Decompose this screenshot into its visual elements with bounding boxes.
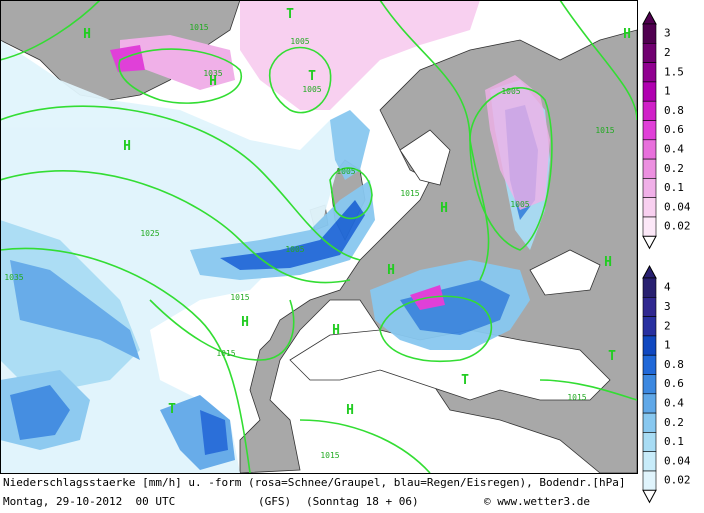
pressure-center-label: T bbox=[608, 349, 616, 364]
colorbar-label: 0.4 bbox=[664, 142, 684, 155]
colorbar-segment bbox=[642, 120, 657, 141]
colorbar-segment bbox=[642, 451, 657, 472]
colorbar-arrow-top bbox=[642, 264, 657, 279]
isobar-label: 1015 bbox=[189, 23, 208, 32]
colorbar-segment bbox=[642, 81, 657, 102]
colorbar-label: 0.02 bbox=[664, 220, 691, 233]
isobar-label: 1005 bbox=[302, 85, 321, 94]
colorbar-label: 0.6 bbox=[664, 377, 684, 390]
isobar-label: 1005 bbox=[285, 245, 304, 254]
colorbar-label: 0.8 bbox=[664, 358, 684, 371]
isobar-label: 1015 bbox=[230, 293, 249, 302]
footer-model: (GFS) bbox=[258, 495, 291, 508]
pressure-center-label: T bbox=[461, 373, 469, 388]
colorbar-segment bbox=[642, 374, 657, 395]
colorbar-arrow-bottom bbox=[642, 489, 657, 504]
pressure-center-label: T bbox=[168, 402, 176, 417]
colorbar-label: 0.8 bbox=[664, 104, 684, 117]
colorbar-label: 0.2 bbox=[664, 162, 684, 175]
isobar-label: 1015 bbox=[567, 393, 586, 402]
colorbar-label: 1 bbox=[664, 339, 671, 352]
isobar-label: 1005 bbox=[290, 37, 309, 46]
colorbar-segment bbox=[642, 158, 657, 179]
colorbar-label: 3 bbox=[664, 27, 671, 40]
colorbar-label: 0.4 bbox=[664, 396, 684, 409]
pressure-center-label: H bbox=[604, 255, 612, 270]
pressure-center-label: H bbox=[83, 27, 91, 42]
footer-credit: © www.wetter3.de bbox=[484, 495, 590, 508]
map-area: H H H H H H H H H H T T T T T 1015 1035 1025 1005 1005 1015 1… bbox=[0, 0, 637, 473]
pressure-center-label: H bbox=[623, 27, 631, 42]
pressure-center-label: H bbox=[387, 263, 395, 278]
colorbar-label: 0.04 bbox=[664, 454, 691, 467]
pressure-center-label: H bbox=[241, 315, 249, 330]
colorbar-segment bbox=[642, 393, 657, 414]
snow-area bbox=[110, 0, 550, 310]
colorbar-segment bbox=[642, 354, 657, 375]
isobar-label: 1015 bbox=[400, 189, 419, 198]
footer-description: Niederschlagsstaerke [mm/h] u. -form (ro… bbox=[3, 476, 626, 489]
colorbar-segment bbox=[642, 62, 657, 83]
colorbar-label: 0.1 bbox=[664, 435, 684, 448]
pressure-center-label: H bbox=[346, 403, 354, 418]
isobar-label: 1035 bbox=[203, 69, 222, 78]
colorbar-segment bbox=[642, 100, 657, 121]
colorbar-segment bbox=[642, 412, 657, 433]
colorbar-label: 2 bbox=[664, 46, 671, 59]
seas bbox=[289, 129, 611, 401]
colorbar-segment bbox=[642, 23, 657, 44]
colorbar-label: 2 bbox=[664, 319, 671, 332]
isobar-label: 1035 bbox=[4, 273, 23, 282]
colorbar-arrow-bottom bbox=[642, 235, 657, 250]
footer-date: Montag, 29-10-2012 00 UTC bbox=[3, 495, 175, 508]
isobar-label: 1005 bbox=[336, 167, 355, 176]
isobar-label: 1015 bbox=[595, 126, 614, 135]
colorbar-arrow-top bbox=[642, 10, 657, 25]
colorbar-label: 0.1 bbox=[664, 181, 684, 194]
pressure-center-label: T bbox=[308, 69, 316, 84]
isobars bbox=[0, 0, 637, 473]
legend: 3 2 1.5 1 0.8 0.6 0.4 0.2 0.1 0.04 0.02 4 3 2 1 0.8 0.6 0… bbox=[642, 10, 691, 504]
colorbar-label: 0.2 bbox=[664, 416, 684, 429]
pressure-center-label: H bbox=[440, 201, 448, 216]
colorbar-segment bbox=[642, 316, 657, 337]
isobar-label: 1015 bbox=[320, 451, 339, 460]
pressure-center-label: H bbox=[332, 323, 340, 338]
colorbar-label: 0.04 bbox=[664, 200, 691, 213]
colorbar-segment bbox=[642, 335, 657, 356]
pressure-center-label: H bbox=[123, 139, 131, 154]
colorbar-label: 1 bbox=[664, 85, 671, 98]
colorbar-segment bbox=[642, 216, 657, 237]
map-labels: H H H H H H H H H H T T T T T 1015 1035 1025 1005 1005 1015 1… bbox=[4, 7, 631, 460]
colorbar-segment bbox=[642, 470, 657, 491]
pressure-center-label: T bbox=[286, 7, 294, 22]
colorbar-segment bbox=[642, 197, 657, 218]
isobar-label: 1005 bbox=[510, 200, 529, 209]
colorbar-label: 3 bbox=[664, 300, 671, 313]
colorbar-segment bbox=[642, 296, 657, 317]
colorbar-label: 1.5 bbox=[664, 65, 684, 78]
colorbar-segment bbox=[642, 42, 657, 63]
colorbar-label: 0.02 bbox=[664, 474, 691, 487]
colorbar-segment bbox=[642, 432, 657, 452]
colorbar-segment bbox=[642, 139, 657, 160]
map-frame bbox=[0, 0, 638, 474]
footer: Niederschlagsstaerke [mm/h] u. -form (ro… bbox=[3, 476, 626, 508]
colorbar-segment bbox=[642, 277, 657, 298]
colorbar-segment bbox=[642, 178, 657, 198]
isobar-label: 1025 bbox=[140, 229, 159, 238]
colorbar-label: 4 bbox=[664, 281, 671, 294]
colorbar-label: 0.6 bbox=[664, 123, 684, 136]
pressure-center-label: H bbox=[209, 74, 217, 89]
isobar-label: 1005 bbox=[501, 87, 520, 96]
footer-run: (Sonntag 18 + 06) bbox=[306, 495, 419, 508]
isobar-label: 1015 bbox=[216, 349, 235, 358]
